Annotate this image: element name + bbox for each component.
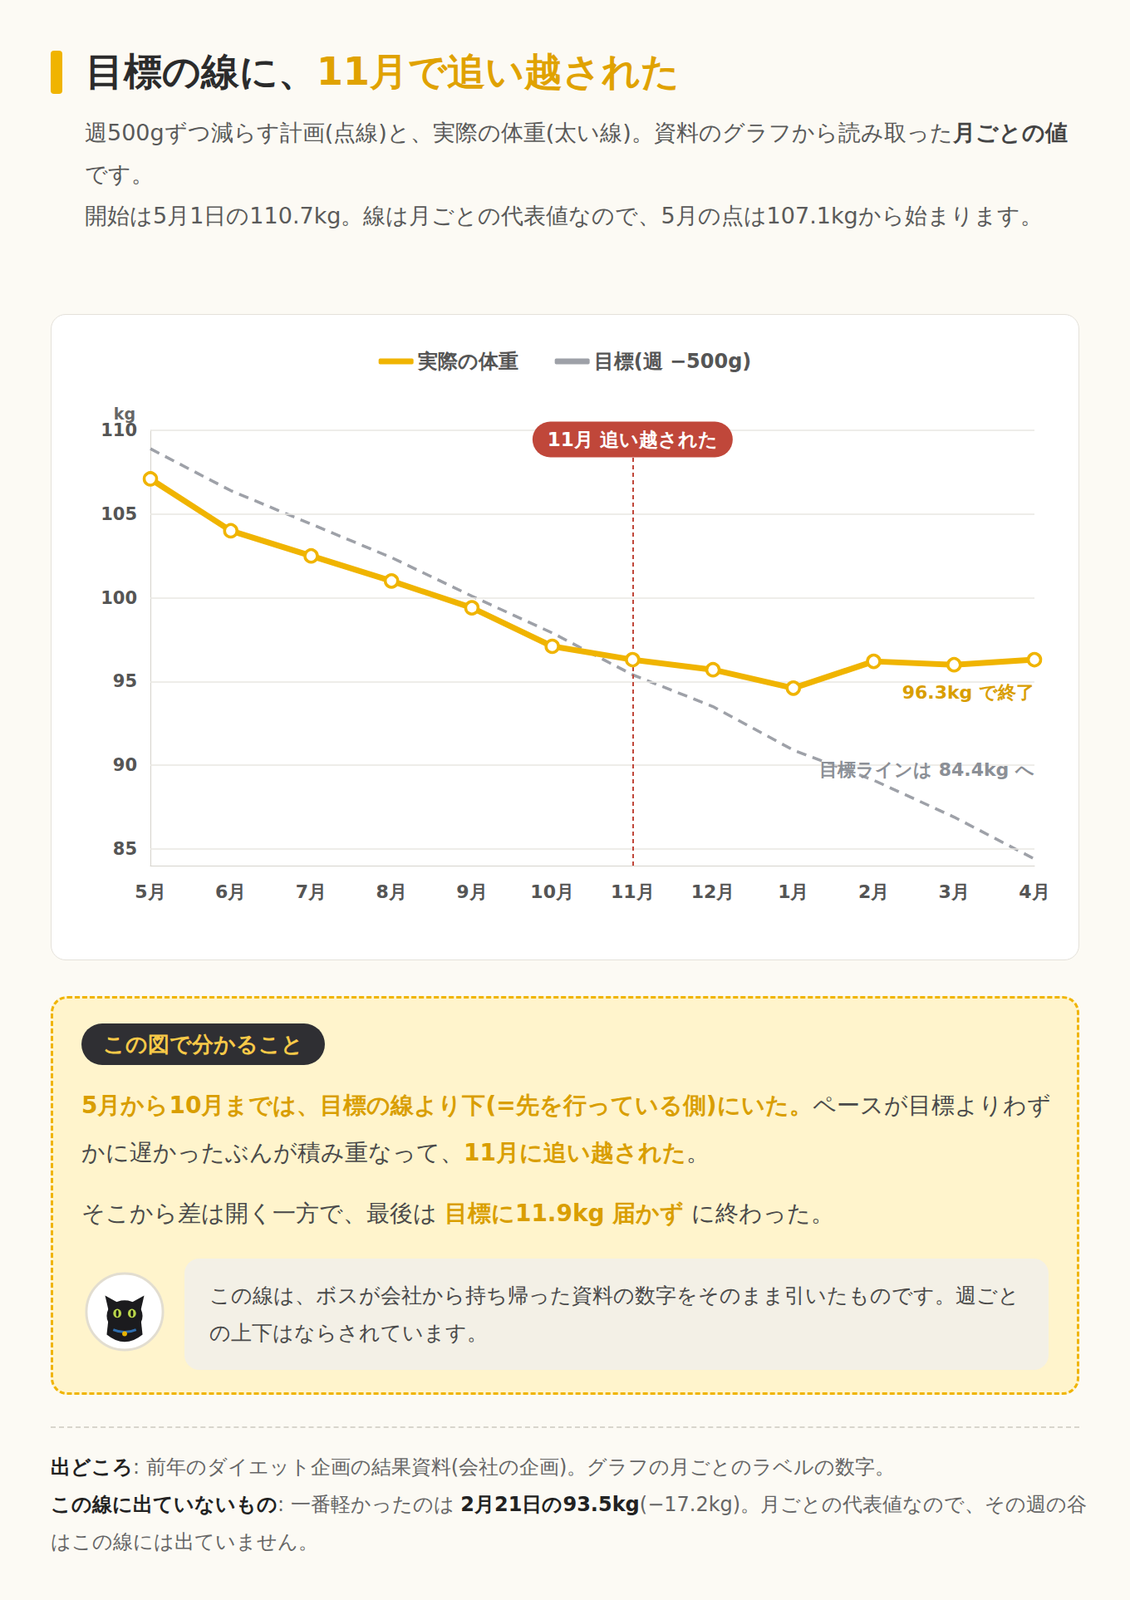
svg-text:10月: 10月 bbox=[530, 881, 575, 903]
svg-text:1月: 1月 bbox=[777, 881, 809, 903]
svg-text:9月: 9月 bbox=[456, 881, 487, 903]
svg-text:12月: 12月 bbox=[691, 881, 736, 903]
svg-text:目標(週 −500g): 目標(週 −500g) bbox=[594, 349, 752, 374]
svg-text:2月: 2月 bbox=[858, 881, 890, 903]
svg-text:11月 追い越された: 11月 追い越された bbox=[547, 428, 718, 451]
svg-text:105: 105 bbox=[100, 504, 138, 525]
html-text:そこから差は開く一方で、最後は目標に11.9kg 届かずに終: そこから差は開く一方で、最後は目標に11.9kg 届かずに終わった。 bbox=[81, 1199, 835, 1228]
html-text:開始は5月1日の110.7kg。線は月ごとの代表値なので、5: 開始は5月1日の110.7kg。線は月ごとの代表値なので、5月の点は107.1k… bbox=[84, 202, 1043, 229]
html-text:です。: です。 bbox=[84, 161, 154, 187]
svg-text:8月: 8月 bbox=[376, 881, 408, 903]
html-text:この線に出ていないもの: 一番軽かったのは2月21日の93.: この線に出ていないもの: 一番軽かったのは2月21日の93.5kg (−17.2… bbox=[50, 1493, 1087, 1554]
svg-text:11月: 11月 bbox=[610, 881, 655, 903]
svg-text:7月: 7月 bbox=[295, 881, 327, 903]
svg-text:3月: 3月 bbox=[938, 881, 970, 903]
svg-text:110: 110 bbox=[100, 420, 138, 441]
svg-text:5月: 5月 bbox=[134, 881, 166, 903]
svg-text:実際の体重: 実際の体重 bbox=[417, 349, 519, 374]
svg-text:6月: 6月 bbox=[215, 881, 246, 903]
svg-text:4月: 4月 bbox=[1018, 881, 1050, 903]
html-text:週500gずつ減らす計画(点線)と、実際の体重(太い線)。資: 週500gずつ減らす計画(点線)と、実際の体重(太い線)。資料のグラフから読み取… bbox=[84, 119, 1068, 146]
svg-text:95: 95 bbox=[113, 671, 138, 692]
svg-text:目標ラインは 84.4kg へ: 目標ラインは 84.4kg へ bbox=[819, 759, 1035, 781]
svg-text:90: 90 bbox=[113, 755, 138, 776]
svg-text:96.3kg で終了: 96.3kg で終了 bbox=[902, 682, 1035, 703]
svg-text:100: 100 bbox=[100, 588, 138, 609]
html-text:この図で分かること: この図で分かること bbox=[103, 1031, 304, 1057]
html-text:この線は、ボスが会社から持ち帰った資料の数字をそのまま引いた: この線は、ボスが会社から持ち帰った資料の数字をそのまま引いたものです。週ごとの上… bbox=[209, 1283, 1020, 1346]
svg-text:kg: kg bbox=[113, 404, 136, 424]
html-text:5月から10月までは、目標の線より下(=先を行っている側)に: 5月から10月までは、目標の線より下(=先を行っている側)にいた。ペースが目標よ… bbox=[81, 1091, 1051, 1167]
html-text:出どころ: 前年のダイエット企画の結果資料(会社の企画)。グ: 出どころ: 前年のダイエット企画の結果資料(会社の企画)。グラフの月ごとのラベル… bbox=[50, 1455, 896, 1479]
html-text:目標の線に、11月で追い越された: 目標の線に、11月で追い越された bbox=[85, 49, 680, 94]
svg-text:85: 85 bbox=[113, 839, 138, 860]
